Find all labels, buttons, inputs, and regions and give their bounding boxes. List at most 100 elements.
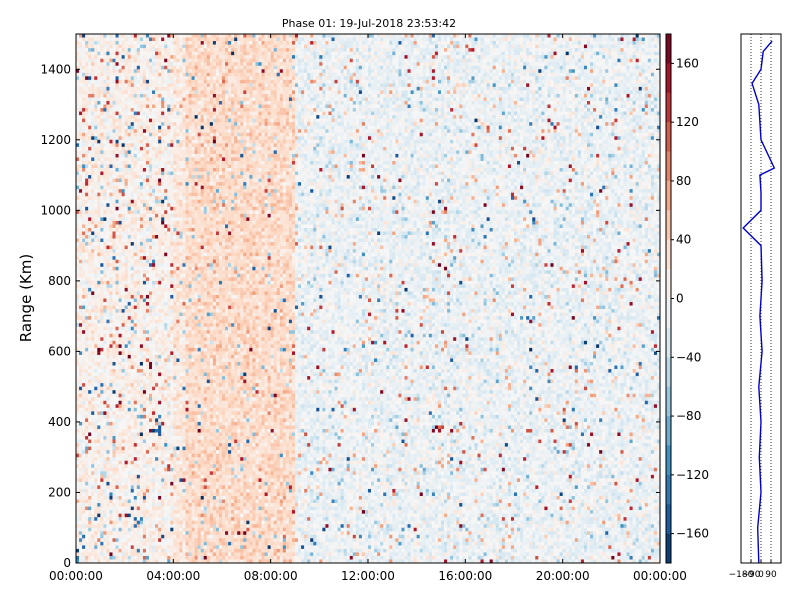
heatmap-cell: [146, 73, 149, 77]
heatmap-cell: [125, 34, 128, 38]
heatmap-cell: [116, 436, 119, 440]
heatmap-cell: [161, 380, 164, 384]
heatmap-cell: [116, 126, 119, 130]
heatmap-cell: [94, 217, 97, 221]
heatmap-cell: [155, 306, 158, 310]
heatmap-cell: [100, 164, 103, 168]
heatmap-cell: [134, 291, 137, 295]
heatmap-cell: [94, 83, 97, 87]
heatmap-cell: [109, 221, 112, 225]
heatmap-cell: [122, 542, 125, 546]
heatmap-cell: [158, 401, 161, 405]
heatmap-cell: [143, 545, 146, 549]
heatmap-cell: [143, 186, 146, 190]
heatmap-cell: [94, 253, 97, 257]
heatmap-cell: [85, 429, 88, 433]
heatmap-cell: [88, 383, 91, 387]
heatmap-cell: [152, 249, 155, 253]
heatmap-cell: [128, 478, 131, 482]
heatmap-cell: [103, 38, 106, 42]
heatmap-cell: [170, 55, 173, 59]
heatmap-cell: [100, 217, 103, 221]
heatmap-cell: [109, 101, 112, 105]
heatmap-cell: [152, 464, 155, 468]
heatmap-cell: [131, 471, 134, 475]
heatmap-cell: [152, 425, 155, 429]
heatmap-cell: [170, 306, 173, 310]
heatmap-cell: [161, 507, 164, 511]
heatmap-cell: [109, 83, 112, 87]
heatmap-cell: [76, 344, 79, 348]
heatmap-cell: [91, 341, 94, 345]
heatmap-cell: [85, 249, 88, 253]
heatmap-cell: [94, 496, 97, 500]
heatmap-cell: [140, 182, 143, 186]
heatmap-cell: [103, 362, 106, 366]
heatmap-cell: [94, 115, 97, 119]
heatmap-cell: [140, 482, 143, 486]
heatmap-cell: [155, 239, 158, 243]
heatmap-cell: [134, 235, 137, 239]
heatmap-cell: [128, 83, 131, 87]
heatmap-cell: [158, 295, 161, 299]
heatmap-cell: [152, 404, 155, 408]
heatmap-cell: [173, 242, 176, 246]
heatmap-cell: [134, 281, 137, 285]
heatmap-cell: [167, 433, 170, 437]
heatmap-cell: [125, 351, 128, 355]
heatmap-cell: [143, 147, 146, 151]
heatmap-cell: [100, 464, 103, 468]
heatmap-cell: [88, 507, 91, 511]
heatmap-cell: [119, 471, 122, 475]
heatmap-cell: [103, 214, 106, 218]
heatmap-cell: [131, 531, 134, 535]
heatmap-cell: [161, 295, 164, 299]
heatmap-cell: [152, 440, 155, 444]
heatmap-cell: [85, 503, 88, 507]
heatmap-cell: [149, 549, 152, 553]
heatmap-cell: [164, 34, 167, 38]
heatmap-cell: [97, 542, 100, 546]
heatmap-cell: [85, 454, 88, 458]
heatmap-cell: [146, 45, 149, 49]
heatmap-cell: [161, 447, 164, 451]
heatmap-cell: [113, 313, 116, 317]
heatmap-cell: [152, 59, 155, 63]
heatmap-cell: [100, 235, 103, 239]
heatmap-cell: [173, 217, 176, 221]
heatmap-cell: [149, 76, 152, 80]
heatmap-cell: [109, 418, 112, 422]
heatmap-cell: [97, 327, 100, 331]
heatmap-cell: [116, 320, 119, 324]
heatmap-cell: [82, 411, 85, 415]
heatmap-cell: [170, 274, 173, 278]
heatmap-cell: [97, 387, 100, 391]
heatmap-cell: [131, 542, 134, 546]
heatmap-cell: [143, 507, 146, 511]
heatmap-cell: [103, 471, 106, 475]
heatmap-cell: [100, 126, 103, 130]
heatmap-cell: [88, 157, 91, 161]
heatmap-cell: [155, 87, 158, 91]
heatmap-cell: [149, 517, 152, 521]
heatmap-cell: [94, 521, 97, 525]
heatmap-cell: [170, 119, 173, 123]
heatmap-cell: [91, 457, 94, 461]
heatmap-cell: [173, 366, 176, 370]
heatmap-cell: [140, 323, 143, 327]
heatmap-cell: [128, 492, 131, 496]
heatmap-cell: [109, 270, 112, 274]
heatmap-cell: [140, 196, 143, 200]
heatmap-cell: [170, 157, 173, 161]
heatmap-cell: [134, 101, 137, 105]
heatmap-cell: [106, 306, 109, 310]
heatmap-cell: [155, 41, 158, 45]
heatmap-cell: [152, 274, 155, 278]
heatmap-cell: [82, 115, 85, 119]
heatmap-cell: [103, 150, 106, 154]
heatmap-cell: [82, 545, 85, 549]
heatmap-cell: [125, 38, 128, 42]
heatmap-cell: [131, 263, 134, 267]
heatmap-cell: [173, 161, 176, 165]
heatmap-cell: [100, 556, 103, 560]
